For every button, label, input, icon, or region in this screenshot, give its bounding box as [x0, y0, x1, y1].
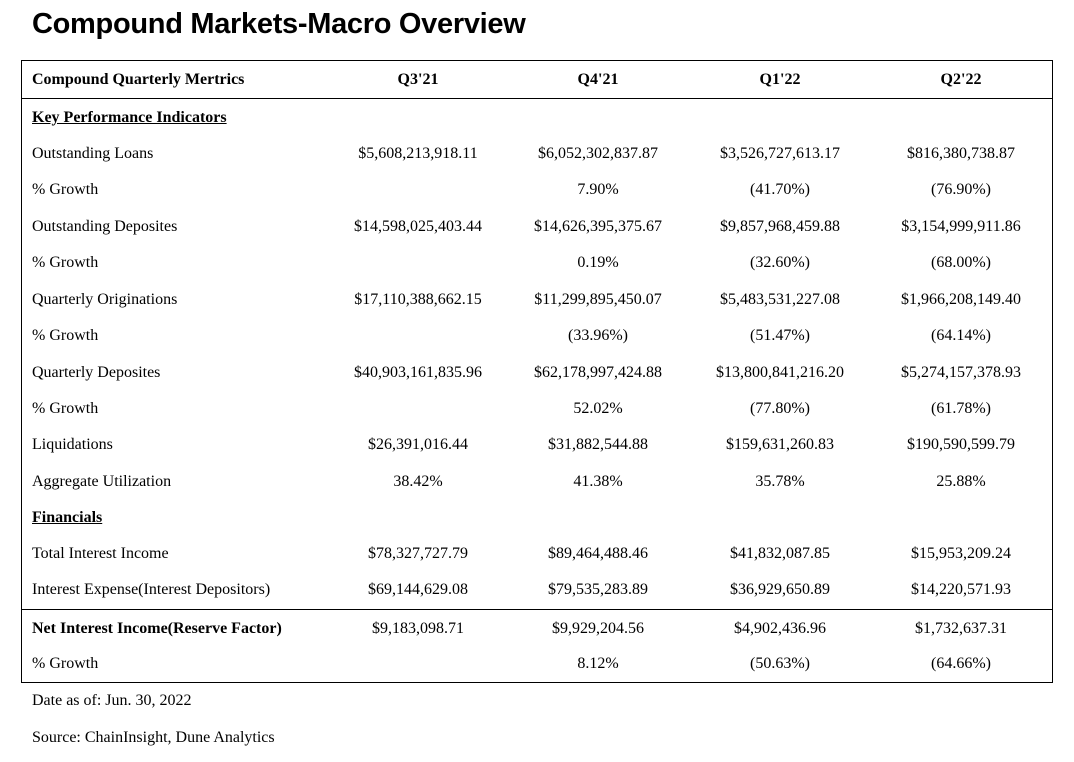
section-title-kpi: Key Performance Indicators: [32, 109, 227, 126]
column-header-q1-22: Q1'22: [759, 71, 801, 88]
cell-q2-22: $1,966,208,149.40: [901, 291, 1021, 308]
cell-q1-22: $13,800,841,216.20: [716, 364, 844, 381]
cell-q3-21: $17,110,388,662.15: [354, 291, 482, 308]
row-label: Net Interest Income(Reserve Factor): [32, 620, 282, 637]
row-label: Quarterly Deposites: [32, 364, 161, 381]
table-row: Net Interest Income(Reserve Factor) $9,1…: [22, 618, 1052, 640]
cell-q1-22: $9,857,968,459.88: [720, 218, 840, 235]
row-label: Aggregate Utilization: [32, 473, 172, 490]
cell-q2-22: 25.88%: [936, 473, 986, 490]
date-note: Date as of: Jun. 30, 2022: [32, 692, 192, 709]
cell-q1-22: $4,902,436.96: [734, 620, 826, 637]
source-note: Source: ChainInsight, Dune Analytics: [32, 729, 275, 746]
cell-q1-22: (50.63%): [750, 655, 810, 672]
section-title-financials: Financials: [32, 509, 103, 526]
cell-q1-22: (51.47%): [750, 327, 810, 344]
table-row: Quarterly Deposites $40,903,161,835.96 $…: [22, 362, 1052, 384]
table-row: Liquidations $26,391,016.44 $31,882,544.…: [22, 434, 1052, 456]
header-label: Compound Quarterly Mertrics: [32, 71, 245, 88]
table-row: % Growth 0.19% (32.60%) (68.00%): [22, 252, 1052, 274]
table-row: Outstanding Deposites $14,598,025,403.44…: [22, 216, 1052, 238]
cell-q1-22: (77.80%): [750, 400, 810, 417]
cell-q2-22: $5,274,157,378.93: [901, 364, 1021, 381]
table-row: % Growth (33.96%) (51.47%) (64.14%): [22, 325, 1052, 347]
cell-q1-22: $159,631,260.83: [726, 436, 834, 453]
row-label: Outstanding Loans: [32, 145, 154, 162]
page-title: Compound Markets-Macro Overview: [32, 8, 526, 40]
cell-q1-22: $36,929,650.89: [730, 581, 830, 598]
cell-q2-22: $14,220,571.93: [911, 581, 1011, 598]
table-row: Quarterly Originations $17,110,388,662.1…: [22, 289, 1052, 311]
section-heading-row: Key Performance Indicators: [22, 107, 1052, 129]
row-label: Interest Expense(Interest Depositors): [32, 581, 271, 598]
row-label: % Growth: [32, 400, 99, 417]
totals-divider: [22, 609, 1052, 610]
metrics-table: Compound Quarterly Mertrics Q3'21 Q4'21 …: [21, 60, 1053, 683]
cell-q1-22: $3,526,727,613.17: [720, 145, 840, 162]
table-row: % Growth 52.02% (77.80%) (61.78%): [22, 398, 1052, 420]
cell-q4-21: $14,626,395,375.67: [534, 218, 662, 235]
cell-q2-22: $1,732,637.31: [915, 620, 1007, 637]
cell-q4-21: $6,052,302,837.87: [538, 145, 658, 162]
row-label: % Growth: [32, 254, 99, 271]
row-label: % Growth: [32, 181, 99, 198]
column-header-q4-21: Q4'21: [577, 71, 619, 88]
table-row: % Growth 8.12% (50.63%) (64.66%): [22, 653, 1052, 675]
cell-q1-22: (41.70%): [750, 181, 810, 198]
cell-q1-22: $5,483,531,227.08: [720, 291, 840, 308]
cell-q2-22: $3,154,999,911.86: [901, 218, 1021, 235]
cell-q2-22: $816,380,738.87: [907, 145, 1015, 162]
header-divider: [22, 98, 1052, 99]
row-label: % Growth: [32, 655, 99, 672]
table-row: Interest Expense(Interest Depositors) $6…: [22, 579, 1052, 601]
column-header-q2-22: Q2'22: [940, 71, 982, 88]
cell-q4-21: $89,464,488.46: [548, 545, 648, 562]
cell-q4-21: (33.96%): [568, 327, 628, 344]
cell-q3-21: 38.42%: [393, 473, 443, 490]
row-label: Quarterly Originations: [32, 291, 178, 308]
cell-q4-21: $11,299,895,450.07: [534, 291, 662, 308]
cell-q4-21: 52.02%: [573, 400, 623, 417]
row-label: Liquidations: [32, 436, 113, 453]
cell-q3-21: $40,903,161,835.96: [354, 364, 482, 381]
table-row: Outstanding Loans $5,608,213,918.11 $6,0…: [22, 143, 1052, 165]
cell-q2-22: (61.78%): [931, 400, 991, 417]
cell-q1-22: (32.60%): [750, 254, 810, 271]
cell-q3-21: $9,183,098.71: [372, 620, 464, 637]
cell-q4-21: $79,535,283.89: [548, 581, 648, 598]
cell-q3-21: $5,608,213,918.11: [358, 145, 478, 162]
cell-q2-22: $15,953,209.24: [911, 545, 1011, 562]
cell-q3-21: $14,598,025,403.44: [354, 218, 482, 235]
cell-q4-21: 8.12%: [577, 655, 619, 672]
cell-q3-21: $69,144,629.08: [368, 581, 468, 598]
cell-q2-22: $190,590,599.79: [907, 436, 1015, 453]
cell-q4-21: $31,882,544.88: [548, 436, 648, 453]
cell-q2-22: (68.00%): [931, 254, 991, 271]
table-row: Aggregate Utilization 38.42% 41.38% 35.7…: [22, 471, 1052, 493]
cell-q4-21: 41.38%: [573, 473, 623, 490]
section-heading-row: Financials: [22, 507, 1052, 529]
row-label: % Growth: [32, 327, 99, 344]
cell-q3-21: $78,327,727.79: [368, 545, 468, 562]
cell-q1-22: $41,832,087.85: [730, 545, 830, 562]
cell-q4-21: $62,178,997,424.88: [534, 364, 662, 381]
cell-q4-21: 7.90%: [577, 181, 619, 198]
cell-q2-22: (64.66%): [931, 655, 991, 672]
column-header-q3-21: Q3'21: [397, 71, 439, 88]
cell-q4-21: 0.19%: [577, 254, 619, 271]
row-label: Total Interest Income: [32, 545, 169, 562]
table-row: Total Interest Income $78,327,727.79 $89…: [22, 543, 1052, 565]
cell-q4-21: $9,929,204.56: [552, 620, 644, 637]
cell-q3-21: $26,391,016.44: [368, 436, 468, 453]
cell-q2-22: (64.14%): [931, 327, 991, 344]
cell-q1-22: 35.78%: [755, 473, 805, 490]
row-label: Outstanding Deposites: [32, 218, 178, 235]
table-row: % Growth 7.90% (41.70%) (76.90%): [22, 179, 1052, 201]
cell-q2-22: (76.90%): [931, 181, 991, 198]
table-header-row: Compound Quarterly Mertrics Q3'21 Q4'21 …: [22, 69, 1052, 91]
